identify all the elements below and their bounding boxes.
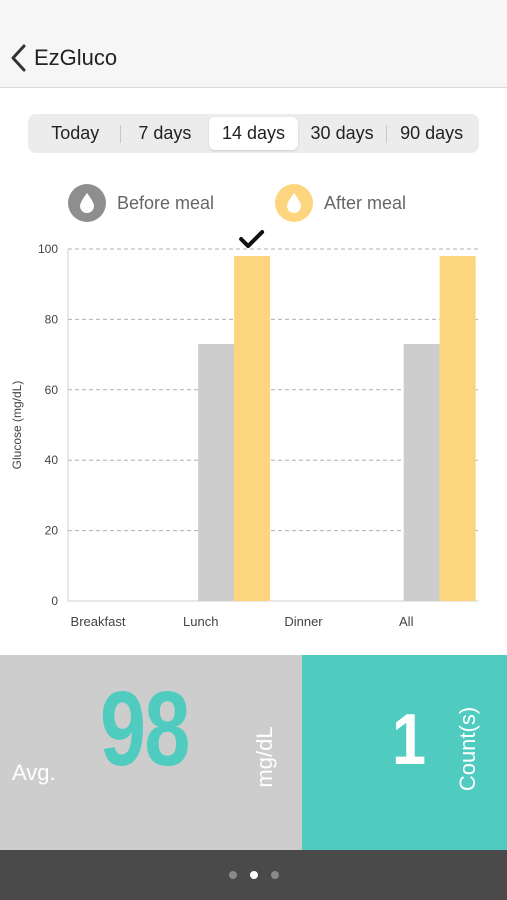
legend-label: After meal xyxy=(324,192,407,213)
bar-before-meal xyxy=(403,344,440,601)
navigation-bar: EzGluco xyxy=(0,0,507,88)
date-range-tabs: Today 7 days 14 days 30 days 90 days xyxy=(28,114,479,153)
tab-90-days[interactable]: 90 days xyxy=(387,117,476,150)
back-button[interactable]: EzGluco xyxy=(8,36,117,80)
count-value: 1 xyxy=(392,700,427,780)
y-tick-label: 100 xyxy=(38,242,58,256)
x-tick-label: All xyxy=(399,614,414,629)
tab-label: 7 days xyxy=(138,123,192,143)
y-tick-label: 60 xyxy=(45,383,59,397)
check-icon xyxy=(239,230,265,249)
avg-unit: mg/dL xyxy=(252,726,277,788)
tab-30-days[interactable]: 30 days xyxy=(298,117,387,150)
legend-before-meal[interactable]: Before meal xyxy=(68,184,214,222)
x-tick-label: Lunch xyxy=(183,614,218,629)
average-panel: Avg. 98 mg/dL xyxy=(0,655,302,850)
page-dot[interactable] xyxy=(270,871,279,879)
tab-divider xyxy=(386,124,388,143)
tab-label: Today xyxy=(51,123,100,143)
bar-after-meal xyxy=(234,256,271,601)
nav-title: EzGluco xyxy=(34,45,118,70)
tab-label: 30 days xyxy=(310,123,374,143)
drop-icon xyxy=(68,184,106,222)
y-tick-label: 80 xyxy=(45,312,59,326)
x-tick-label: Dinner xyxy=(284,614,323,629)
y-tick-label: 0 xyxy=(51,594,58,608)
chart-legend: Before meal After meal xyxy=(0,184,507,224)
tab-14-days[interactable]: 14 days xyxy=(209,117,298,150)
avg-label: Avg. xyxy=(12,760,56,785)
count-unit: Count(s) xyxy=(455,706,480,792)
tab-divider xyxy=(119,124,121,143)
stats-panel: Avg. 98 mg/dL 1 Count(s) xyxy=(0,655,507,850)
tab-label: 14 days xyxy=(221,123,285,143)
page-indicator xyxy=(0,850,507,900)
page-dot-current[interactable] xyxy=(249,871,258,879)
legend-after-meal[interactable]: After meal xyxy=(275,184,406,222)
avg-value: 98 xyxy=(100,670,190,788)
chevron-left-icon xyxy=(11,44,26,72)
drop-icon xyxy=(275,184,313,222)
page-dot[interactable] xyxy=(228,871,237,879)
x-tick-label: Breakfast xyxy=(71,614,126,629)
y-tick-label: 40 xyxy=(45,453,59,467)
bar-before-meal xyxy=(198,344,235,601)
tab-label: 90 days xyxy=(400,123,464,143)
glucose-bar-chart: 0 20 40 60 80 100 Glucose (mg/dL) Breakfast Lunc… xyxy=(10,230,479,629)
tab-today[interactable]: Today xyxy=(31,117,120,150)
y-tick-label: 20 xyxy=(45,524,59,538)
bar-after-meal xyxy=(439,256,476,601)
legend-label: Before meal xyxy=(117,192,215,213)
tab-7-days[interactable]: 7 days xyxy=(121,117,210,150)
y-axis-title: Glucose (mg/dL) xyxy=(10,381,24,470)
count-panel: 1 Count(s) xyxy=(302,655,507,850)
